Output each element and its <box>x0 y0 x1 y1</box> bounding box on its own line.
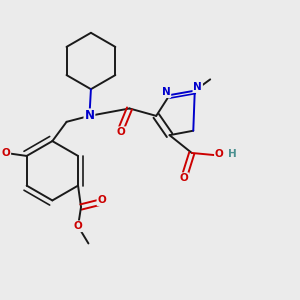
Text: O: O <box>117 127 126 137</box>
Text: N: N <box>84 110 94 122</box>
Text: O: O <box>74 221 82 231</box>
Text: O: O <box>2 148 10 158</box>
Text: H: H <box>228 149 237 159</box>
Text: O: O <box>215 149 224 159</box>
Text: N: N <box>162 87 170 97</box>
Text: O: O <box>179 173 188 183</box>
Text: O: O <box>98 195 106 205</box>
Text: N: N <box>194 82 202 92</box>
